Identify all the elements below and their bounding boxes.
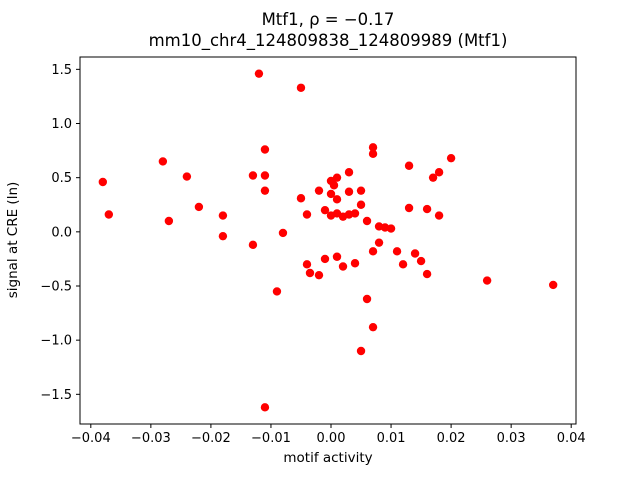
- data-point: [392, 247, 402, 256]
- data-point: [344, 168, 354, 177]
- data-point: [350, 209, 360, 218]
- data-point: [260, 403, 270, 412]
- y-tick-label: 0.5: [51, 171, 72, 186]
- data-point: [260, 145, 270, 154]
- data-point: [368, 149, 378, 159]
- data-point: [332, 173, 342, 182]
- data-point: [326, 189, 336, 199]
- data-point: [329, 181, 339, 190]
- data-point: [272, 287, 282, 296]
- y-tick-label: −0.5: [40, 279, 72, 294]
- data-point: [302, 260, 312, 269]
- data-point: [404, 161, 414, 170]
- x-tick-label: −0.02: [191, 431, 231, 446]
- y-tick-label: 1.0: [51, 117, 72, 132]
- data-point: [338, 262, 348, 271]
- data-point: [434, 168, 444, 177]
- data-point: [278, 228, 288, 238]
- data-point: [104, 210, 114, 219]
- data-point: [356, 200, 366, 209]
- data-point: [416, 256, 426, 266]
- x-tick-label: −0.01: [251, 431, 291, 446]
- x-tick-label: −0.04: [71, 431, 111, 446]
- data-point: [374, 238, 384, 247]
- data-point: [368, 322, 378, 332]
- data-point: [314, 270, 324, 280]
- data-point: [302, 210, 312, 219]
- y-tick-label: 0.0: [51, 225, 72, 240]
- chart-title: Mtf1, ρ = −0.17: [262, 10, 395, 29]
- x-tick-label: 0.00: [317, 431, 346, 446]
- data-point: [194, 202, 204, 212]
- data-point: [428, 173, 438, 182]
- x-tick-label: 0.01: [377, 431, 406, 446]
- x-tick-label: 0.04: [557, 431, 586, 446]
- data-point: [320, 205, 330, 215]
- data-point: [254, 69, 264, 78]
- plot-area: −0.04 −0.03 −0.02 −0.01 0.00 0.01 0.02 0.03 0.04…: [40, 56, 586, 446]
- x-axis-label: motif activity: [283, 450, 372, 466]
- data-point: [422, 204, 432, 214]
- data-point: [398, 260, 408, 269]
- data-point: [350, 259, 360, 268]
- data-point: [404, 203, 414, 213]
- data-point: [356, 186, 366, 195]
- data-point: [158, 157, 168, 166]
- data-point: [362, 294, 372, 304]
- data-point: [410, 249, 420, 258]
- x-tick-label: −0.03: [131, 431, 171, 446]
- x-tick-label: 0.02: [437, 431, 466, 446]
- data-point: [296, 194, 306, 203]
- plot-border: [79, 56, 577, 425]
- data-point: [344, 187, 354, 196]
- data-point: [314, 186, 324, 195]
- data-point: [356, 346, 366, 356]
- data-point: [320, 254, 330, 264]
- data-point: [446, 153, 456, 163]
- data-point: [98, 177, 108, 187]
- y-tick-label: −1.5: [40, 388, 72, 403]
- data-point: [386, 224, 396, 233]
- data-point: [248, 171, 258, 180]
- data-point: [305, 268, 315, 278]
- data-point: [482, 276, 492, 285]
- chart-subtitle: mm10_chr4_124809838_124809989 (Mtf1): [149, 31, 508, 51]
- y-axis-label: signal at CRE (ln): [5, 182, 21, 299]
- data-point: [218, 211, 228, 220]
- data-point: [182, 172, 192, 181]
- data-point: [548, 280, 558, 290]
- data-point: [368, 143, 378, 152]
- data-point: [422, 269, 432, 279]
- data-point: [296, 83, 306, 92]
- data-point: [164, 216, 174, 226]
- data-point: [362, 216, 372, 226]
- data-point: [434, 211, 444, 220]
- y-tick-label: 1.5: [51, 63, 72, 78]
- data-point: [248, 240, 258, 250]
- data-point: [260, 186, 270, 195]
- x-tick-label: 0.03: [497, 431, 526, 446]
- y-tick-label: −1.0: [40, 334, 72, 349]
- data-point: [368, 247, 378, 256]
- data-point: [332, 252, 342, 261]
- data-point: [260, 171, 270, 180]
- data-point: [218, 231, 228, 241]
- data-point: [332, 195, 342, 204]
